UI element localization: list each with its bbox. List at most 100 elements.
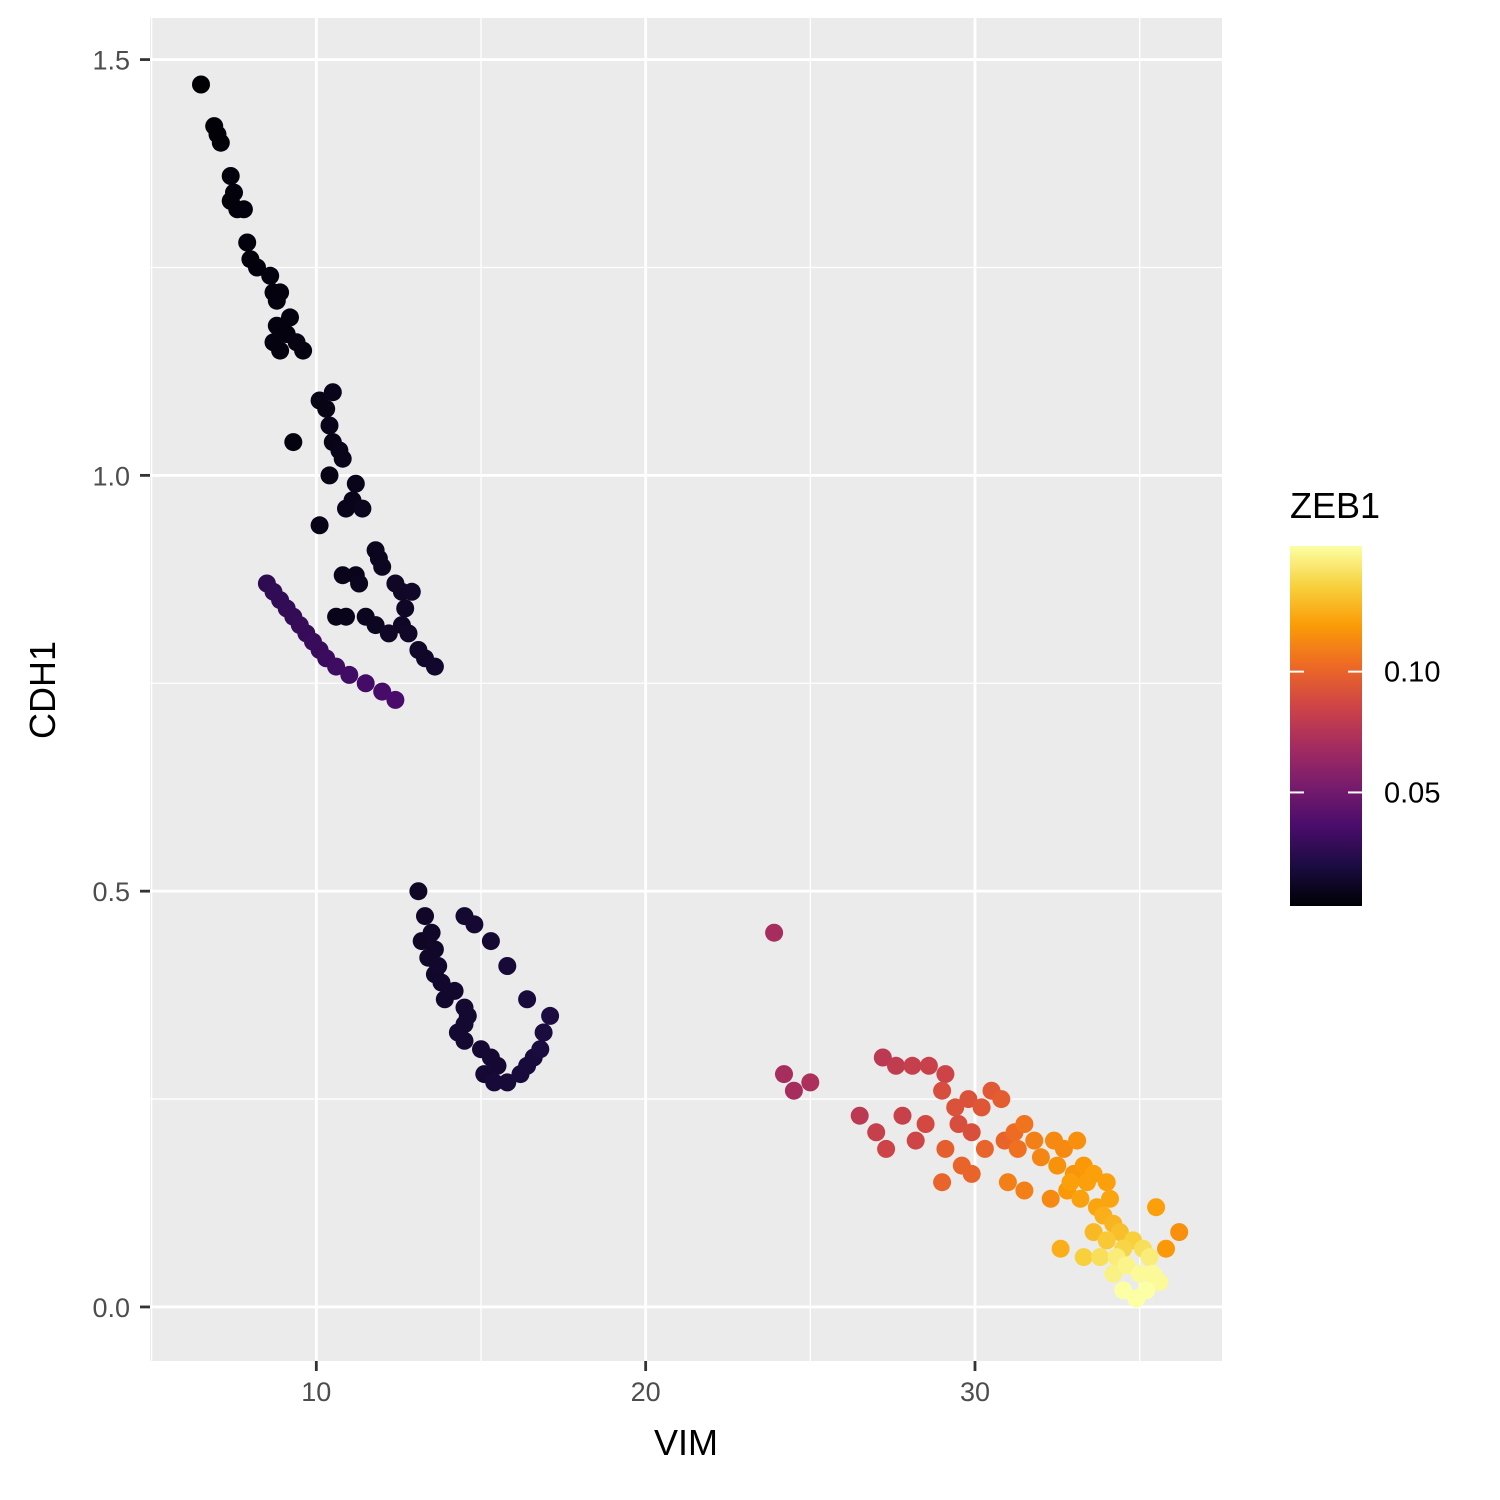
data-point [320,416,339,435]
data-point [919,1056,938,1075]
data-point [261,266,280,285]
data-point [1150,1273,1169,1291]
data-point [975,1139,994,1158]
data-point [432,973,451,992]
data-point [541,1006,560,1025]
data-point [267,291,286,310]
data-point [949,1115,968,1133]
data-point [225,183,243,202]
data-point [320,466,339,485]
data-point [801,1073,820,1092]
data-point [1110,1223,1129,1242]
data-point [887,1056,905,1075]
axes: 10 20 30 0.0 0.5 1.0 1.5 [92,46,990,1407]
data-point [1097,1173,1116,1192]
data-point [481,932,500,951]
data-point [402,582,421,601]
data-point [518,990,537,1009]
data-point [337,499,355,518]
data-point [873,1048,892,1067]
data-point [936,1139,955,1158]
data-point [323,383,342,402]
data-point [287,333,306,352]
colorbar [1290,546,1362,906]
data-point [248,258,266,277]
data-point [386,690,405,709]
data-point [416,907,434,926]
data-point [1157,1239,1175,1258]
data-point [534,1023,553,1042]
data-point [340,665,359,684]
data-point [366,616,385,635]
data-point [903,1056,922,1075]
data-points [192,75,1189,1308]
data-point [379,624,398,643]
data-point [1117,1256,1136,1275]
data-point [353,499,372,518]
data-point [211,133,230,152]
data-point [972,1098,991,1117]
data-point [1025,1131,1044,1150]
data-point [337,607,355,626]
data-point [998,1173,1017,1192]
data-point [1097,1231,1116,1250]
data-point [775,1065,793,1084]
data-point [498,1073,517,1092]
data-point [962,1164,981,1183]
data-point [1084,1223,1103,1242]
data-point [429,957,448,975]
data-point [271,341,290,360]
y-tick-label: 0.0 [92,1293,130,1323]
data-point [465,915,484,934]
data-point [1140,1248,1159,1267]
data-point [455,1031,474,1050]
data-point [356,674,375,693]
data-point [531,1040,550,1059]
data-point [488,1056,507,1075]
data-point [373,557,392,576]
data-point [1170,1223,1189,1242]
data-point [1015,1181,1034,1200]
data-point [1147,1198,1166,1217]
data-point [867,1123,886,1142]
data-point [333,566,352,585]
x-axis-title: VIM [654,1422,718,1463]
data-point [962,1123,981,1142]
y-tick-label: 1.0 [92,461,130,491]
data-point [221,167,240,185]
data-point [238,233,257,252]
data-point [333,449,352,468]
data-point [933,1173,952,1192]
data-point [310,516,329,535]
data-point [765,923,784,942]
data-point [1114,1281,1133,1300]
data-point [850,1106,869,1125]
data-point [1051,1239,1070,1258]
data-point [906,1131,925,1150]
data-point [1015,1115,1034,1133]
y-axis-title: CDH1 [22,641,63,739]
legend-title: ZEB1 [1290,485,1380,526]
data-point [1091,1248,1110,1267]
data-point [1041,1189,1060,1208]
data-point [281,308,299,327]
data-point [284,433,303,452]
data-point [396,599,415,618]
plot-panel [150,18,1222,1361]
data-point [1031,1148,1050,1167]
legend-tick-label: 0.10 [1384,657,1440,689]
data-point [435,990,454,1009]
data-point [1074,1248,1093,1267]
data-point [192,75,210,94]
data-point [933,1081,952,1100]
data-point [1104,1264,1123,1283]
data-point [784,1081,803,1100]
y-tick-label: 1.5 [92,46,130,76]
data-point [1008,1139,1027,1158]
data-point [1048,1156,1067,1175]
data-point [327,657,346,676]
data-point [350,574,369,593]
data-point [373,682,392,701]
